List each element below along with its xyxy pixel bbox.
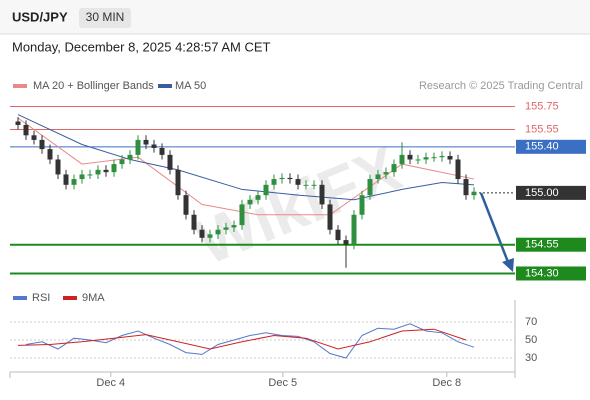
candle-body — [311, 184, 317, 186]
candle-body — [375, 174, 381, 180]
candle-body — [295, 179, 301, 185]
candle-body — [423, 157, 429, 160]
x-tick-label: Dec 5 — [268, 377, 297, 389]
candle-body — [223, 227, 229, 230]
candle-body — [431, 157, 437, 159]
candle-body — [175, 169, 181, 196]
level-badge — [516, 266, 586, 281]
candle-body — [167, 154, 173, 170]
candle-body — [367, 179, 373, 196]
candle-body — [271, 179, 277, 185]
candle-body — [343, 240, 349, 245]
legend-swatch — [13, 84, 27, 88]
level-label: 155.00 — [525, 187, 559, 199]
candle-body — [39, 139, 45, 150]
level-label: 155.75 — [525, 100, 559, 112]
credit: Research © 2025 Trading Central — [419, 80, 583, 92]
candle-body — [439, 156, 445, 158]
legend-label: MA 20 + Bollinger Bands — [33, 80, 154, 92]
candle-body — [79, 174, 85, 180]
candle-body — [263, 184, 269, 196]
candle-body — [399, 154, 405, 165]
candle-body — [383, 172, 389, 175]
candle-body — [119, 159, 125, 165]
candle-body — [207, 234, 213, 238]
watermark: WikiFX — [186, 132, 411, 279]
y-tick-label: 30 — [525, 352, 537, 364]
candle-body — [47, 149, 53, 160]
series-line — [17, 328, 467, 350]
candle-body — [143, 139, 149, 145]
legend-swatch — [13, 296, 27, 300]
candle-body — [303, 184, 309, 186]
y-tick-label: 70 — [525, 316, 537, 328]
candle-body — [359, 195, 365, 215]
candle-body — [407, 154, 413, 160]
candle-body — [215, 229, 221, 235]
legend-swatch — [63, 296, 77, 300]
candle-body — [415, 159, 421, 161]
candle-body — [391, 164, 397, 173]
series-line — [25, 323, 475, 359]
candle-body — [111, 164, 117, 173]
candle-body — [55, 159, 61, 175]
candle-body — [239, 204, 245, 226]
candle-body — [15, 121, 21, 125]
candle-body — [447, 156, 453, 160]
candle-body — [255, 195, 261, 200]
interval-badge — [79, 8, 131, 28]
interval: 30 MIN — [86, 10, 125, 24]
symbol: USD/JPY — [12, 9, 68, 24]
candle-body — [135, 139, 141, 155]
candle-body — [159, 147, 165, 155]
level-badge — [516, 237, 586, 252]
candle-body — [335, 229, 341, 241]
level-label: 154.30 — [525, 267, 559, 279]
candle-body — [183, 195, 189, 215]
legend-label: 9MA — [82, 292, 105, 304]
candle-body — [199, 229, 205, 238]
level-badge — [516, 139, 586, 154]
series-line — [17, 114, 475, 201]
candle-body — [151, 144, 157, 148]
level-label: 154.55 — [525, 239, 559, 251]
legend-label: MA 50 — [175, 80, 206, 92]
candle-body — [287, 177, 293, 180]
candle-body — [231, 225, 237, 228]
x-tick-label: Dec 4 — [96, 377, 125, 389]
forecast-arrow — [479, 192, 510, 263]
candle-body — [31, 135, 37, 140]
timestamp: Monday, December 8, 2025 4:28:57 AM CET — [12, 39, 271, 54]
candle-body — [247, 199, 253, 205]
series-line — [17, 117, 475, 216]
level-label: 155.40 — [525, 141, 559, 153]
level-label: 155.55 — [525, 123, 559, 135]
candle-body — [471, 191, 477, 196]
candle-body — [95, 169, 101, 175]
candle-body — [279, 177, 285, 180]
candle-body — [351, 214, 357, 245]
x-tick-label: Dec 8 — [432, 377, 461, 389]
candle-body — [327, 204, 333, 230]
candle-body — [87, 174, 93, 176]
candle-body — [127, 154, 133, 160]
candle-body — [319, 184, 325, 205]
candle-body — [455, 159, 461, 180]
legend-label: RSI — [32, 292, 50, 304]
candle-body — [103, 169, 109, 173]
candle-body — [63, 174, 69, 185]
candle-body — [191, 214, 197, 230]
forecast-arrow-head — [502, 258, 514, 272]
candle-body — [463, 179, 469, 196]
y-tick-label: 50 — [525, 334, 537, 346]
candle-body — [71, 179, 77, 185]
candle-body — [23, 124, 29, 136]
level-badge — [516, 185, 586, 200]
legend-swatch — [158, 84, 172, 88]
